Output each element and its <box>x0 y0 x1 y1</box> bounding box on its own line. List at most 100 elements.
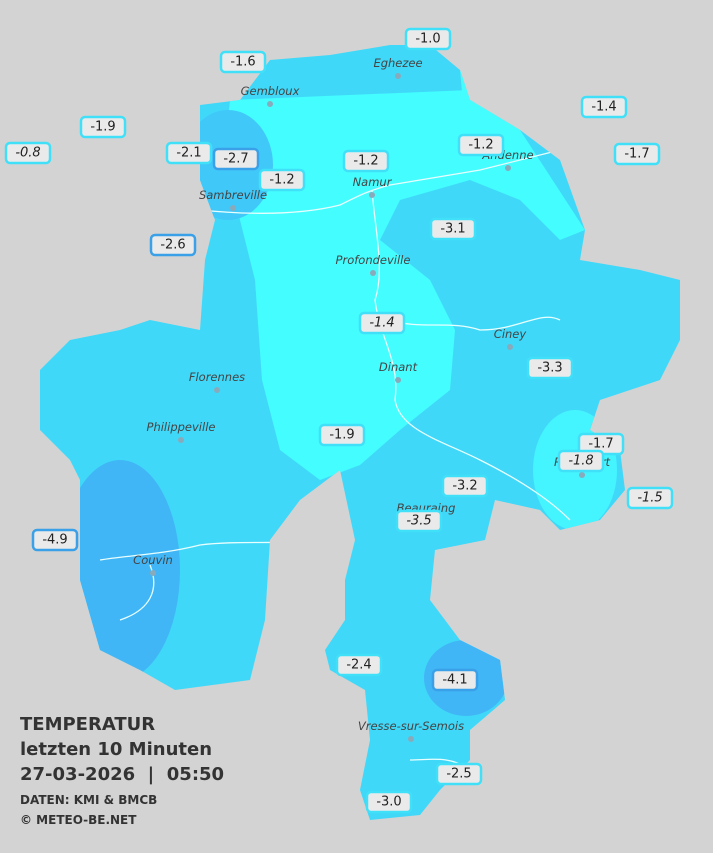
station: -1.9 <box>318 423 366 447</box>
place-name: Profondeville <box>336 253 411 267</box>
station: -2.6 <box>149 233 197 257</box>
station: -1.9 <box>79 115 127 139</box>
station-box <box>431 668 479 692</box>
place-name: Sambreville <box>199 188 267 202</box>
subtitle: letzten 10 Minuten <box>20 739 212 760</box>
temperature: -3.3 <box>537 361 562 376</box>
station: -2.5 <box>435 762 483 786</box>
station: -1.4 <box>358 311 406 335</box>
temperature: -3.0 <box>376 795 401 810</box>
place-name: Vresse-sur-Semois <box>358 719 464 733</box>
place-dot <box>505 165 511 171</box>
place-dot <box>579 472 585 478</box>
place-name: Gembloux <box>241 84 300 98</box>
station-box <box>435 762 483 786</box>
station-box <box>580 95 628 119</box>
station-box <box>365 790 413 814</box>
station-box <box>219 50 267 74</box>
station-box <box>626 486 674 510</box>
temperature: -2.4 <box>346 658 371 673</box>
temperature: -0.8 <box>15 146 40 161</box>
station: -1.2 <box>258 168 306 192</box>
station: -1.2 <box>457 133 505 157</box>
station: -2.1 <box>165 141 213 165</box>
station-box <box>613 142 661 166</box>
place-name: Couvin <box>133 553 173 567</box>
temperature: -1.0 <box>415 32 440 47</box>
credit: © METEO-BE.NET <box>20 813 137 827</box>
station: -1.0 <box>404 27 452 51</box>
station-box <box>441 474 489 498</box>
temperature: -2.6 <box>160 238 185 253</box>
place-dot <box>395 377 401 383</box>
temperature: -1.5 <box>637 491 662 506</box>
temperature: -1.6 <box>230 55 255 70</box>
station: -1.7 <box>613 142 661 166</box>
station-box <box>429 217 477 241</box>
station-box <box>526 356 574 380</box>
station: -3.2 <box>441 474 489 498</box>
station: -4.1 <box>431 668 479 692</box>
station: -2.7 <box>212 147 260 171</box>
timestamp: 27-03-2026 | 05:50 <box>20 764 224 785</box>
place-dot <box>408 736 414 742</box>
credit: DATEN: KMI & BMCB <box>20 793 157 807</box>
station: -3.0 <box>365 790 413 814</box>
station: -1.5 <box>626 486 674 510</box>
place-dot <box>267 101 273 107</box>
place-dot <box>230 205 236 211</box>
place-name: Ciney <box>494 327 527 341</box>
station: -0.8 <box>4 141 52 165</box>
zone <box>60 460 180 680</box>
station-box <box>318 423 366 447</box>
station-box <box>258 168 306 192</box>
station: -3.3 <box>526 356 574 380</box>
temperature: -4.9 <box>42 533 67 548</box>
station: -1.7 <box>577 432 625 456</box>
station: -1.6 <box>219 50 267 74</box>
station: -1.2 <box>342 149 390 173</box>
temperature: -3.2 <box>452 479 477 494</box>
temperature: -1.4 <box>591 100 616 115</box>
place-name: Philippeville <box>147 420 216 434</box>
station-box <box>31 528 79 552</box>
temperature: -2.1 <box>176 146 201 161</box>
temperature: -1.7 <box>624 147 649 162</box>
station: -3.5 <box>395 509 443 533</box>
station-box <box>358 311 406 335</box>
station-box <box>79 115 127 139</box>
place-name: Florennes <box>189 370 245 384</box>
station-box <box>149 233 197 257</box>
station-box <box>165 141 213 165</box>
place-name: Dinant <box>379 360 418 374</box>
place-dot <box>507 344 513 350</box>
station-box <box>457 133 505 157</box>
temperature: -1.2 <box>353 154 378 169</box>
station: -4.9 <box>31 528 79 552</box>
temperature: -2.5 <box>446 767 471 782</box>
temperature: -3.5 <box>406 514 431 529</box>
place-name: Eghezee <box>373 56 422 70</box>
river <box>99 149 571 771</box>
temperature: -1.2 <box>269 173 294 188</box>
stations: -1.0 -1.6 -1.4 -1.9 -2.1 -2.7 -1.2 -1.2 -1.7 -0.8… <box>4 27 674 814</box>
place-name: Namur <box>353 175 393 189</box>
place-dot <box>150 570 156 576</box>
place-dot <box>369 192 375 198</box>
station-box <box>557 449 605 473</box>
temperature: -1.9 <box>329 428 354 443</box>
station: -3.1 <box>429 217 477 241</box>
station-box <box>335 653 383 677</box>
temperature: -1.7 <box>588 437 613 452</box>
place-dot <box>395 73 401 79</box>
station: -1.4 <box>580 95 628 119</box>
temperature: -1.9 <box>90 120 115 135</box>
temperature: -1.2 <box>468 138 493 153</box>
place-dot <box>214 387 220 393</box>
station-box <box>342 149 390 173</box>
place-dot <box>370 270 376 276</box>
station: -2.4 <box>335 653 383 677</box>
station-box <box>395 509 443 533</box>
